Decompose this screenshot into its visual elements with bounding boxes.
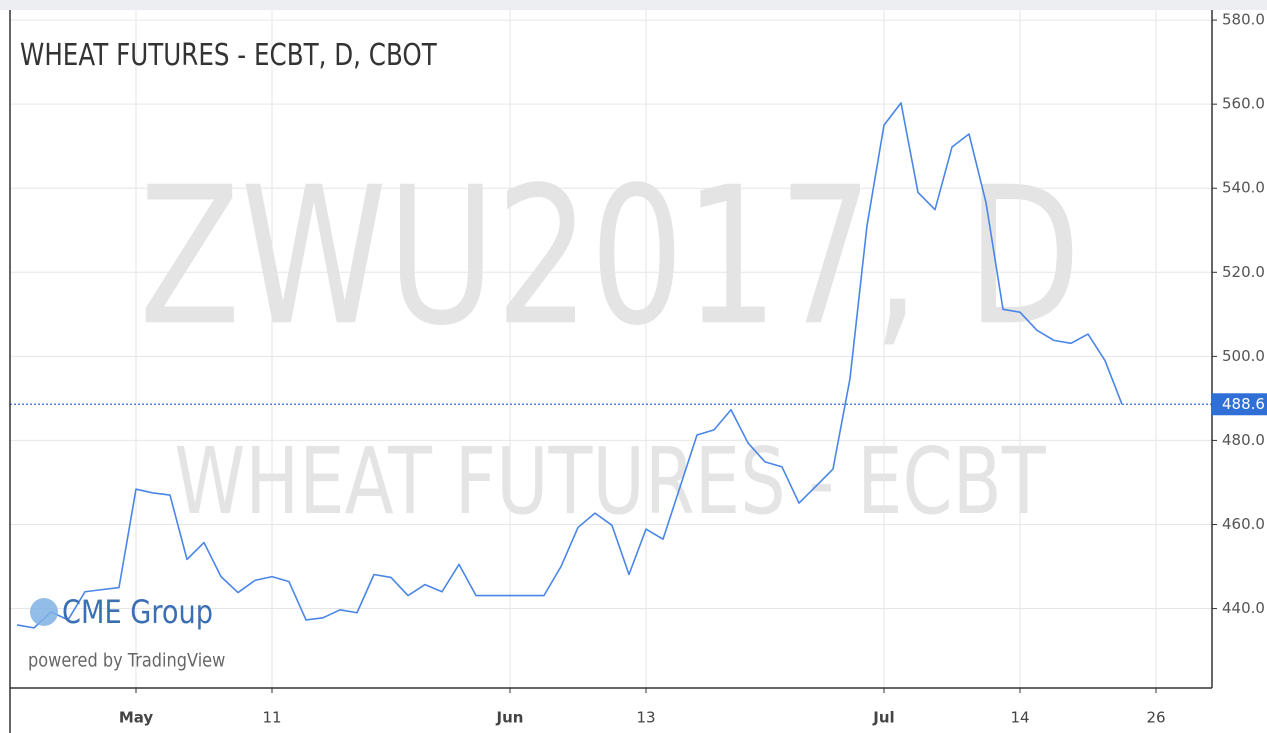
watermark-name: WHEAT FUTURES - ECBT — [174, 428, 1046, 535]
watermark-group: ZWU2017, D — [139, 147, 1081, 368]
cme-logo: CME Group — [62, 594, 213, 632]
plot — [10, 102, 1212, 629]
x-tick-label: 26 — [1146, 709, 1165, 727]
x-tick-label: Jul — [872, 709, 894, 727]
top-strip — [0, 0, 1267, 10]
y-tick-label: 560.0 — [1222, 95, 1265, 113]
y-tick-label: 500.0 — [1222, 347, 1265, 365]
y-tick-label: 520.0 — [1222, 263, 1265, 281]
y-tick-label: 580.0 — [1222, 11, 1265, 29]
x-tick-label: 14 — [1010, 709, 1029, 727]
title-group: WHEAT FUTURES - ECBT, D, CBOT — [20, 39, 437, 73]
x-tick-label: 13 — [636, 709, 655, 727]
price-line — [16, 102, 1123, 629]
y-tick-label: 540.0 — [1222, 179, 1265, 197]
plot-area — [10, 10, 1212, 688]
watermark-symbol: ZWU2017, D — [139, 147, 1081, 368]
last-price-label: 488.6 — [1222, 395, 1265, 413]
x-tick-label: 11 — [262, 709, 281, 727]
y-tick-label: 480.0 — [1222, 431, 1265, 449]
axes: 440.0 460.0 480.0 500.0 520.0 540.0 560.0 580.0… — [119, 11, 1267, 727]
y-tick-label: 440.0 — [1222, 599, 1265, 617]
watermark-group: WHEAT FUTURES - ECBT — [174, 428, 1046, 535]
x-tick-label: May — [119, 709, 154, 727]
cme-globe — [30, 598, 58, 626]
y-tick-label: 460.0 — [1222, 515, 1265, 533]
chart-title: WHEAT FUTURES - ECBT, D, CBOT — [20, 39, 437, 73]
last-price-box — [1212, 393, 1267, 416]
powered-by: powered by TradingView — [28, 650, 225, 672]
x-tick-label: Jun — [496, 709, 524, 727]
